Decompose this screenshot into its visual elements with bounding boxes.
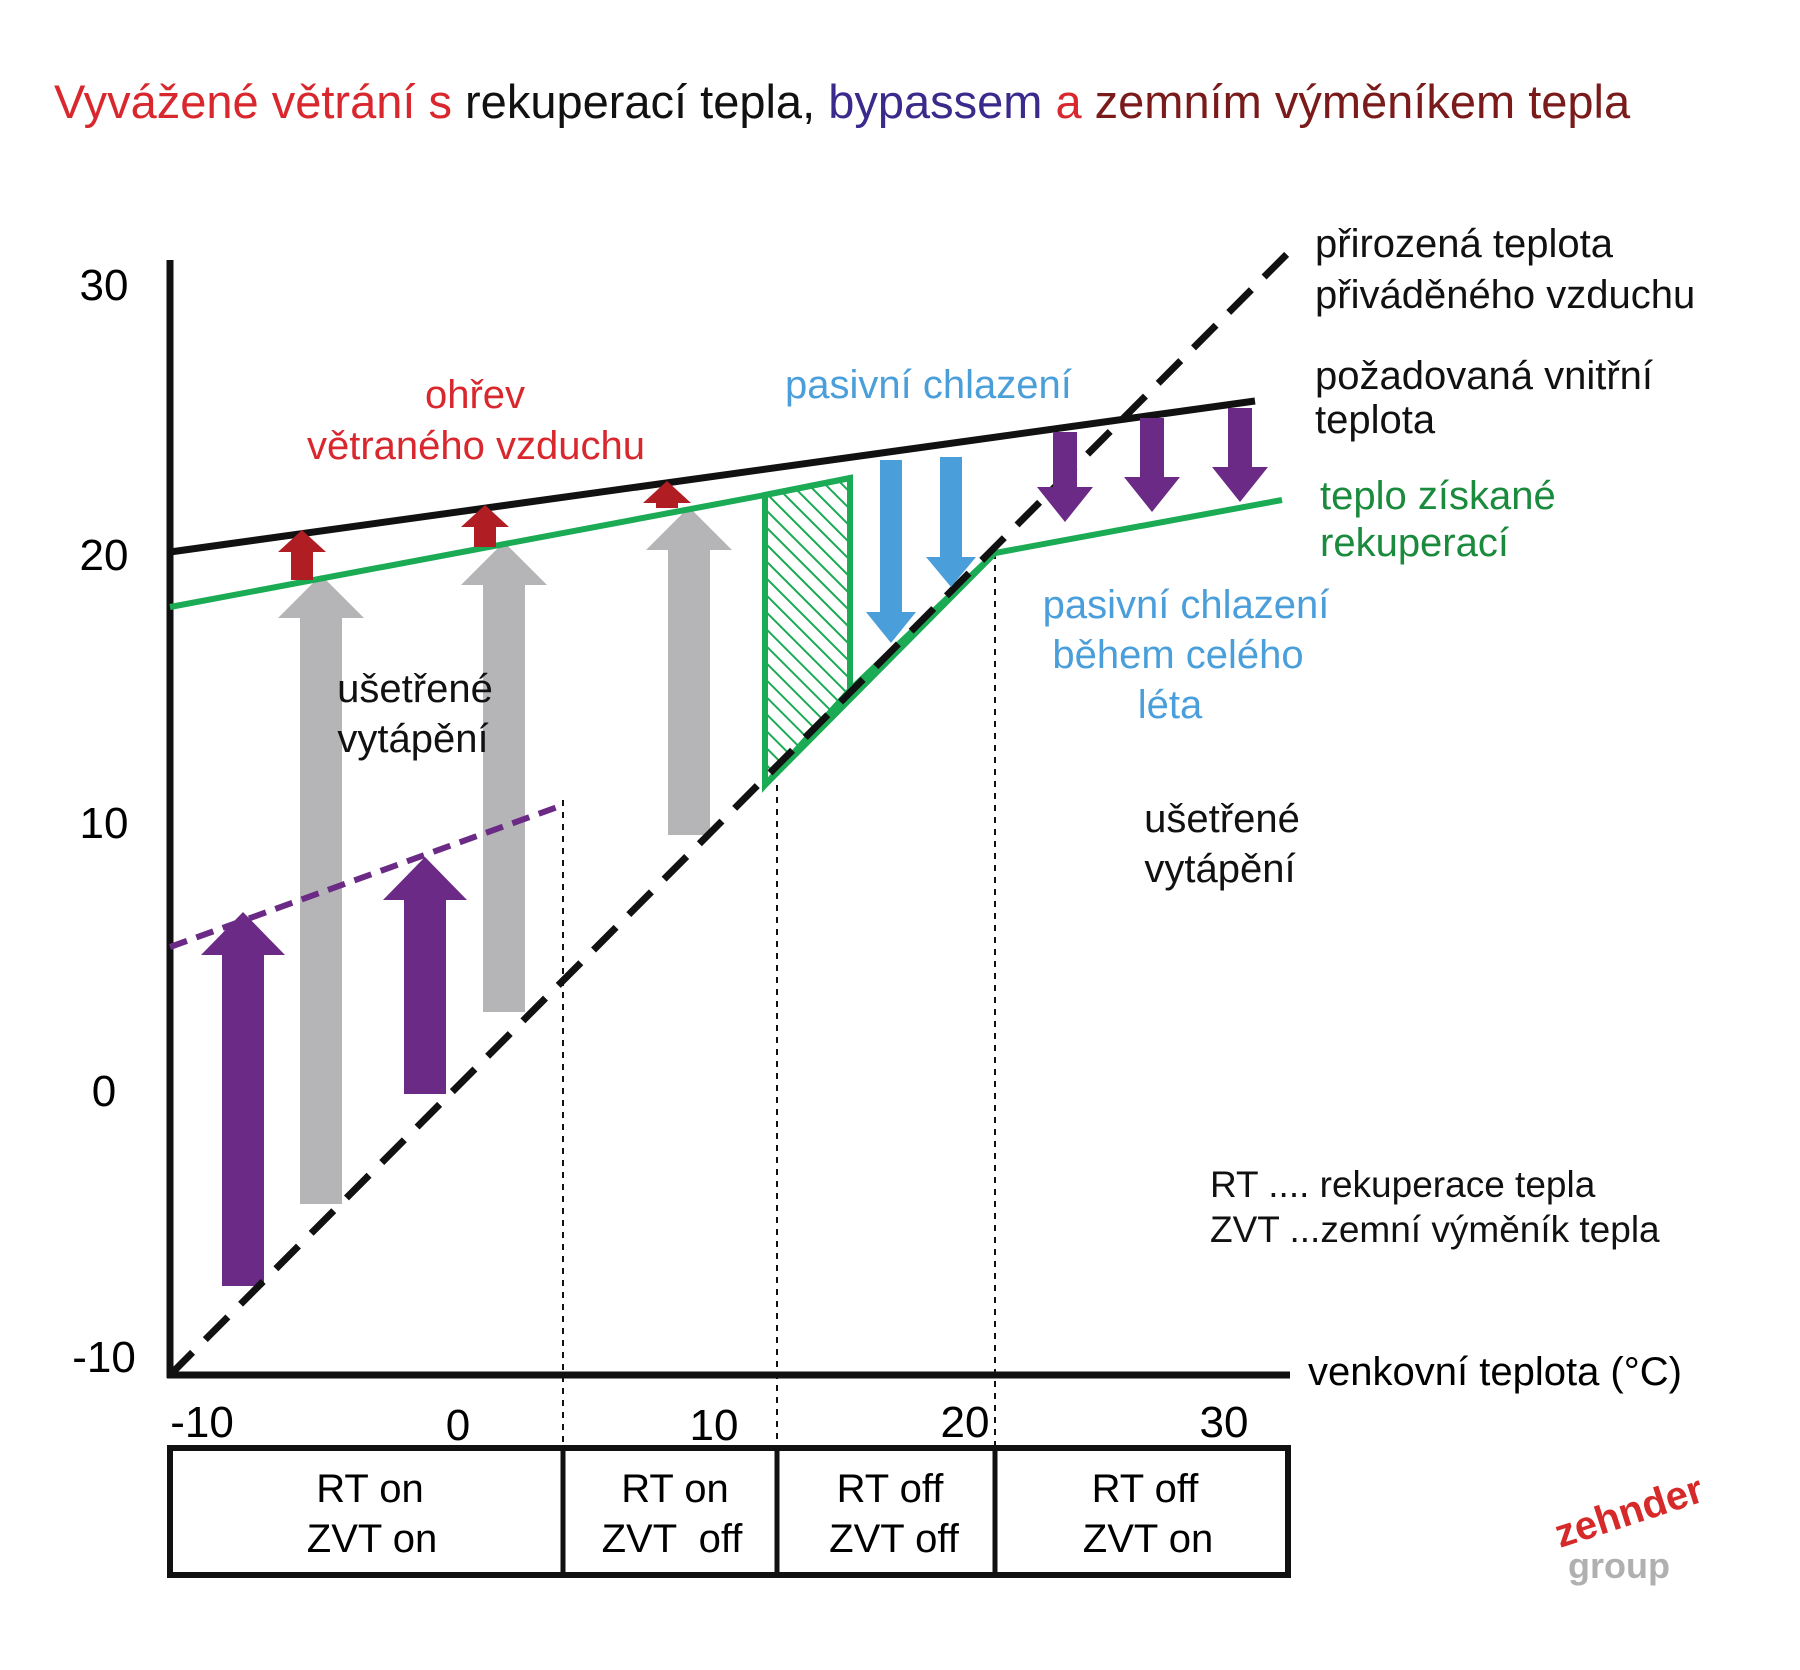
page-title: Vyvážené větrání s rekuperací tepla, byp…	[54, 75, 1631, 128]
y-tick-minus-10: -10	[72, 1333, 136, 1382]
mode-2-line-2: ZVT off	[602, 1517, 744, 1561]
y-tick-20: 20	[80, 531, 129, 580]
mode-3-line-2: ZVT off	[829, 1517, 960, 1561]
required-temp-label-2: teplota	[1315, 398, 1436, 442]
x-tick-minus-10: -10	[170, 1398, 234, 1447]
natural-temp-label-2: přiváděného vzduchu	[1315, 273, 1695, 317]
gray-arrows	[278, 507, 732, 1204]
mode-1-line-1: RT on	[316, 1467, 423, 1511]
mode-4-line-2: ZVT on	[1083, 1517, 1213, 1561]
title-part-4: a	[1055, 75, 1094, 128]
blue-arrow-2	[926, 457, 976, 587]
purple-down-arrow-3	[1212, 408, 1268, 502]
saved-heating-left-2: vytápění	[337, 717, 488, 761]
saved-heating-left-1: ušetřené	[337, 667, 493, 711]
y-tick-0: 0	[92, 1067, 116, 1116]
mode-table-border	[167, 1445, 1291, 1578]
purple-down-arrow-1	[1037, 432, 1093, 522]
red-arrows	[278, 481, 691, 580]
blue-arrow-1	[866, 460, 916, 643]
title-part-1: Vyvážené větrání s	[54, 75, 465, 128]
x-tick-0: 0	[446, 1401, 470, 1450]
mode-4-line-1: RT off	[1092, 1467, 1200, 1511]
heat-recovered-label-2: rekuperací	[1320, 521, 1509, 565]
red-arrow-2	[461, 505, 509, 547]
saved-heating-right-1: ušetřené	[1144, 797, 1300, 841]
x-tick-30: 30	[1200, 1398, 1249, 1447]
passive-summer-label-3: léta	[1138, 683, 1203, 727]
heat-recovered-label-1: teplo získané	[1320, 474, 1556, 518]
gray-arrow-3	[646, 507, 732, 835]
gray-arrow-1	[278, 575, 364, 1204]
natural-temp-line	[167, 250, 1291, 1378]
natural-temp-label-1: přirozená teplota	[1315, 222, 1614, 266]
purple-up-arrows	[201, 857, 467, 1286]
blue-arrows	[866, 457, 976, 643]
logo-line-2: group	[1568, 1545, 1670, 1586]
zehnder-logo: zehnder group	[1549, 1467, 1708, 1586]
y-tick-10: 10	[80, 799, 129, 848]
legend-zvt: ZVT ...zemní výměník tepla	[1210, 1209, 1660, 1250]
saved-heating-right-2: vytápění	[1144, 847, 1295, 891]
mode-2-line-1: RT on	[621, 1467, 728, 1511]
gray-arrow-2	[461, 542, 547, 1012]
title-part-3: bypassem	[828, 75, 1055, 128]
y-tick-30: 30	[80, 261, 129, 310]
heat-recovered-cooling-line	[762, 550, 998, 788]
legend-rt: RT .... rekuperace tepla	[1210, 1164, 1596, 1205]
required-temp-label-1: požadovaná vnitřní	[1315, 354, 1653, 398]
red-arrow-3	[643, 481, 691, 508]
purple-arrow-2	[383, 857, 467, 1094]
passive-cooling-label: pasivní chlazení	[785, 363, 1072, 407]
red-arrow-1	[278, 530, 326, 580]
passive-summer-label-1: pasivní chlazení	[1043, 583, 1330, 627]
passive-summer-label-2: během celého	[1052, 633, 1303, 677]
purple-down-arrows	[1037, 408, 1268, 522]
heating-air-label-2: větraného vzduchu	[307, 424, 645, 468]
heating-air-label-1: ohřev	[425, 373, 525, 417]
purple-down-arrow-2	[1124, 418, 1180, 512]
purple-arrow-1	[201, 912, 285, 1286]
title-part-5: zemním výměníkem tepla	[1095, 75, 1631, 128]
mode-3-line-1: RT off	[837, 1467, 945, 1511]
x-axis-label: venkovní teplota (°C)	[1308, 1350, 1682, 1394]
mode-table: RT on ZVT on RT on ZVT off RT off ZVT of…	[167, 1445, 1291, 1578]
x-tick-20: 20	[941, 1398, 990, 1447]
x-tick-10: 10	[690, 1401, 739, 1450]
mode-1-line-2: ZVT on	[307, 1517, 437, 1561]
title-part-2: rekuperací tepla,	[465, 75, 828, 128]
required-temp-line	[169, 397, 1256, 556]
logo-line-1: zehnder	[1549, 1467, 1708, 1556]
heat-recovered-line	[169, 474, 1283, 697]
zvt-dashed-line	[168, 802, 565, 950]
